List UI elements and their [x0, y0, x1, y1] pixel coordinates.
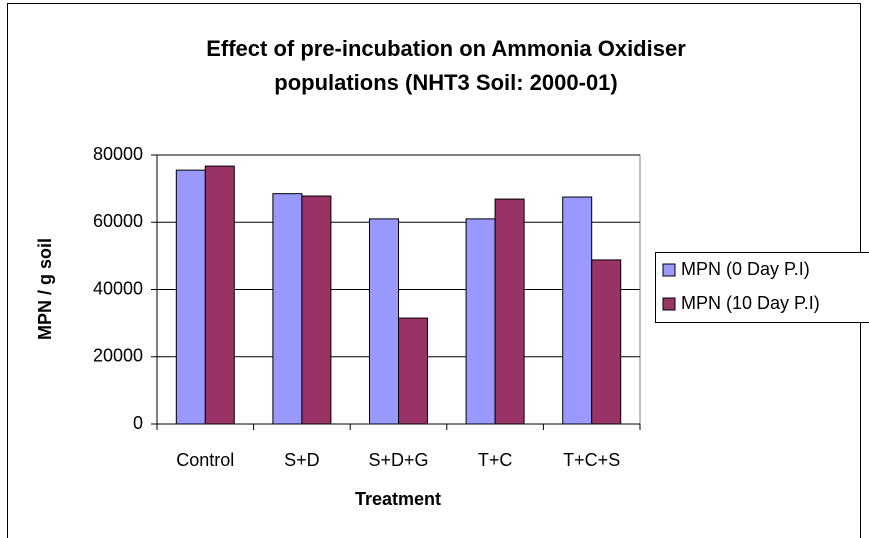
bar	[272, 193, 303, 425]
bar	[204, 165, 235, 425]
y-tick-label: 40000	[93, 278, 143, 298]
bar	[301, 195, 332, 425]
bar	[398, 317, 428, 425]
legend-swatch	[662, 297, 676, 311]
bar	[175, 169, 206, 425]
x-axis-title: Treatment	[355, 489, 441, 509]
y-tick-label: 60000	[93, 211, 143, 231]
bar	[591, 259, 622, 425]
bar	[494, 198, 525, 425]
bar	[465, 218, 496, 425]
x-tick-label: T+C+S	[563, 450, 620, 470]
x-tick-label: S+D	[284, 450, 320, 470]
chart-title: Effect of pre-incubation on Ammonia Oxid…	[206, 36, 686, 61]
legend-swatch	[662, 263, 676, 277]
y-tick-label: 80000	[93, 144, 143, 164]
legend	[655, 252, 869, 323]
legend-label: MPN (0 Day P.I)	[681, 259, 810, 279]
bar	[562, 196, 593, 425]
legend-label: MPN (10 Day P.I)	[681, 293, 820, 313]
x-tick-label: T+C	[478, 450, 513, 470]
x-tick-label: Control	[176, 450, 234, 470]
y-tick-label: 0	[133, 413, 143, 433]
y-axis-title: MPN / g soil	[35, 238, 55, 340]
bar	[369, 218, 399, 425]
x-tick-label: S+D+G	[368, 450, 428, 470]
y-tick-label: 20000	[93, 346, 143, 366]
chart-title: populations (NHT3 Soil: 2000-01)	[274, 70, 618, 95]
